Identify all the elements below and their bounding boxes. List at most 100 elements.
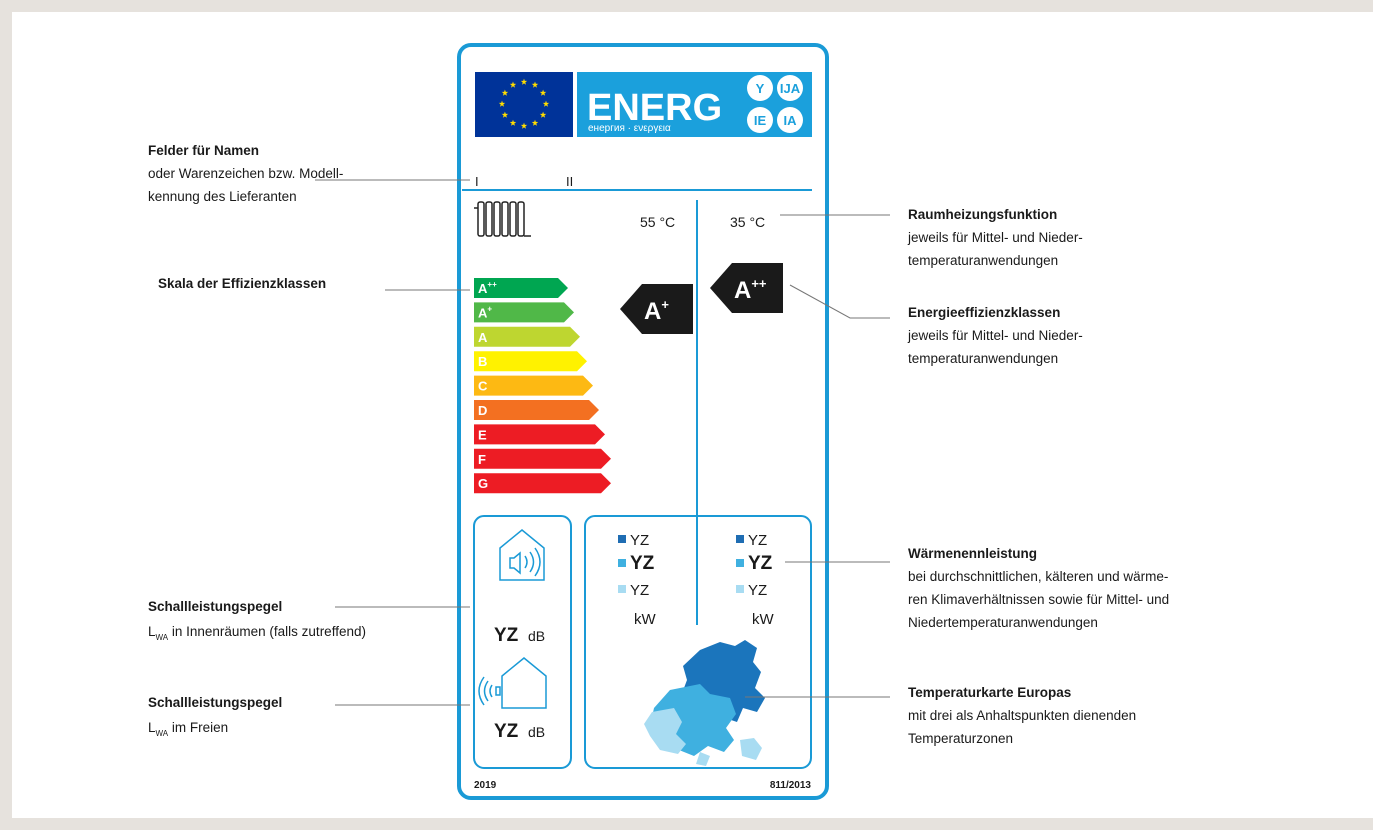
output-value: YZ bbox=[630, 553, 655, 574]
annotation-text: LWA in Innenräumen (falls zutreffend) bbox=[148, 624, 366, 642]
class-label: C bbox=[478, 379, 488, 394]
class-sup: ++ bbox=[487, 280, 497, 289]
output-unit: kW bbox=[634, 611, 657, 628]
logo-badge-text: IA bbox=[784, 113, 798, 128]
temperature: 55 °C bbox=[640, 214, 675, 230]
speaker bbox=[509, 547, 541, 577]
annotation-text: kennung des Lieferanten bbox=[148, 189, 297, 204]
zone-square bbox=[618, 559, 626, 567]
zone-square bbox=[618, 535, 626, 543]
class-letter: G bbox=[478, 476, 488, 491]
logo-title: ENERG bbox=[587, 87, 722, 129]
house-indoor bbox=[499, 529, 545, 581]
class-arrow bbox=[474, 448, 611, 469]
class-label: A++ bbox=[478, 280, 497, 296]
class-arrow bbox=[474, 400, 599, 420]
star bbox=[498, 100, 506, 107]
field-label: I bbox=[475, 174, 479, 189]
class-arrow bbox=[474, 278, 568, 298]
energy-label bbox=[457, 43, 829, 800]
class-arrow bbox=[474, 473, 611, 494]
class-letter: A bbox=[478, 330, 488, 345]
logo-subtitle: енергия · ενεργεια bbox=[588, 123, 671, 134]
annotation-title: Skala der Effizienzklassen bbox=[158, 276, 326, 291]
output-value: YZ bbox=[630, 532, 649, 549]
class-label: A+ bbox=[478, 304, 492, 320]
subscript: WA bbox=[156, 729, 169, 738]
zone-warm bbox=[644, 708, 762, 766]
class-arrow bbox=[474, 375, 593, 396]
annotation-rest: in Innenräumen (falls zutreffend) bbox=[168, 624, 366, 639]
zone-square bbox=[736, 535, 744, 543]
logo-badge bbox=[747, 107, 773, 133]
annotation-text: LWA im Freien bbox=[148, 720, 228, 738]
radiator-fin bbox=[485, 201, 493, 237]
output-value: YZ bbox=[748, 532, 767, 549]
output-value: YZ bbox=[748, 582, 767, 599]
class-label: D bbox=[478, 403, 487, 418]
connector bbox=[789, 284, 890, 319]
rating-sup: ++ bbox=[751, 276, 767, 291]
annotation-text: jeweils für Mittel- und Nieder- bbox=[907, 328, 1083, 343]
class-letter: A bbox=[478, 281, 488, 296]
class-letter: B bbox=[478, 354, 487, 369]
annotation-title: Energieeffizienzklassen bbox=[908, 305, 1060, 320]
class-letter: F bbox=[478, 452, 486, 467]
output-box bbox=[584, 515, 812, 769]
annotation-text: temperaturanwendungen bbox=[908, 351, 1058, 366]
house-outline bbox=[501, 657, 547, 709]
footer-regulation: 811/2013 bbox=[770, 780, 812, 791]
output-value: YZ bbox=[748, 553, 773, 574]
rating-sup: + bbox=[661, 297, 669, 312]
radiator-fin bbox=[509, 201, 517, 237]
logo-badge bbox=[777, 107, 803, 133]
star bbox=[542, 100, 550, 107]
speaker bbox=[478, 676, 501, 706]
annotation-title: Schallleistungspegel bbox=[148, 695, 282, 710]
annotation-title: Schallleistungspegel bbox=[148, 599, 282, 614]
star bbox=[509, 119, 517, 126]
class-arrow bbox=[474, 351, 587, 372]
class-sup: + bbox=[487, 304, 492, 313]
star bbox=[531, 119, 539, 126]
annotation-text: Niedertemperaturanwendungen bbox=[908, 615, 1098, 630]
star bbox=[520, 122, 528, 129]
sound-unit: dB bbox=[528, 724, 545, 740]
annotation-text: bei durchschnittlichen, kälteren und wär… bbox=[908, 569, 1168, 584]
logo-badge-text: IJA bbox=[780, 81, 801, 96]
annotation-text: jeweils für Mittel- und Nieder- bbox=[907, 230, 1083, 245]
rating-arrow bbox=[710, 263, 783, 313]
footer-year: 2019 bbox=[474, 780, 497, 791]
radiator-icon bbox=[474, 201, 531, 237]
zone-square bbox=[736, 559, 744, 567]
annotation-text: oder Warenzeichen bzw. Modell- bbox=[148, 166, 343, 181]
house-outdoor bbox=[478, 657, 547, 709]
rating-label: A++ bbox=[734, 276, 767, 304]
star bbox=[531, 81, 539, 88]
class-label: A bbox=[478, 330, 488, 345]
zone-square bbox=[736, 585, 744, 593]
sound-value: YZ bbox=[494, 625, 519, 646]
sound-unit: dB bbox=[528, 628, 545, 644]
output-value: YZ bbox=[630, 582, 649, 599]
annotation-rest: im Freien bbox=[168, 720, 228, 735]
logo-badge bbox=[747, 75, 773, 101]
star bbox=[501, 89, 509, 96]
logo-badge-text: Y bbox=[756, 81, 765, 96]
annotation-text: Temperaturzonen bbox=[908, 731, 1013, 746]
annotation-title: Felder für Namen bbox=[148, 143, 259, 158]
radiator-fin bbox=[477, 201, 485, 237]
class-arrow bbox=[474, 424, 605, 445]
star bbox=[501, 111, 509, 118]
temperature: 35 °C bbox=[730, 214, 765, 230]
sound-value: YZ bbox=[494, 721, 519, 742]
subscript: WA bbox=[156, 633, 169, 642]
annotation-title: Raumheizungsfunktion bbox=[908, 207, 1057, 222]
class-label: F bbox=[478, 452, 486, 467]
class-label: B bbox=[478, 354, 487, 369]
rating-letter: A bbox=[644, 298, 661, 325]
field-label: II bbox=[566, 174, 573, 189]
symbol: L bbox=[148, 624, 156, 639]
class-letter: E bbox=[478, 427, 487, 442]
